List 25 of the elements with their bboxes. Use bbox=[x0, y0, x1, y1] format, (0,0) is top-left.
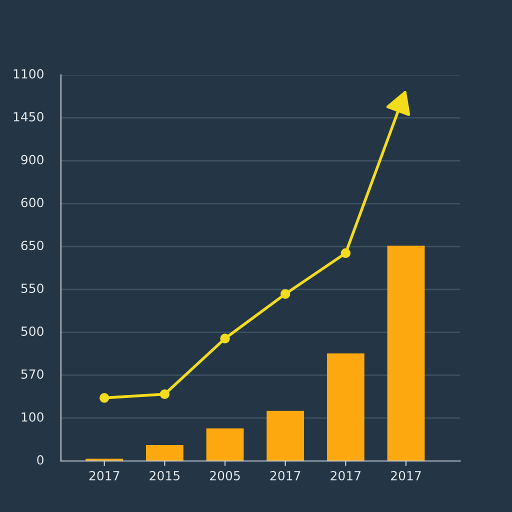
text: 100 bbox=[22, 412, 44, 422]
bar bbox=[387, 246, 425, 462]
point bbox=[100, 393, 110, 403]
text: 900 bbox=[21, 154, 44, 164]
text: 570 bbox=[21, 369, 44, 379]
text: 650 bbox=[21, 240, 44, 250]
x-tick-label: 2017 bbox=[89, 470, 120, 480]
point bbox=[280, 289, 290, 299]
point bbox=[220, 334, 230, 344]
x-tick-label: 2015 bbox=[150, 470, 180, 480]
bar bbox=[266, 410, 304, 462]
bar bbox=[326, 353, 364, 462]
text: 600 bbox=[21, 198, 44, 208]
bar bbox=[206, 428, 244, 462]
point bbox=[160, 389, 170, 400]
x-tick-label: 2005 bbox=[210, 470, 240, 480]
text: 0 bbox=[37, 455, 44, 465]
x-tick-label: 2017 bbox=[391, 470, 421, 480]
text: 500 bbox=[21, 326, 44, 336]
text: 1450 bbox=[14, 112, 44, 122]
x-tick-label: 2017 bbox=[270, 470, 300, 480]
text: 1100 bbox=[14, 69, 44, 79]
bar bbox=[146, 445, 184, 462]
x-tick-label: 2017 bbox=[330, 470, 361, 480]
text: 550 bbox=[21, 284, 44, 294]
